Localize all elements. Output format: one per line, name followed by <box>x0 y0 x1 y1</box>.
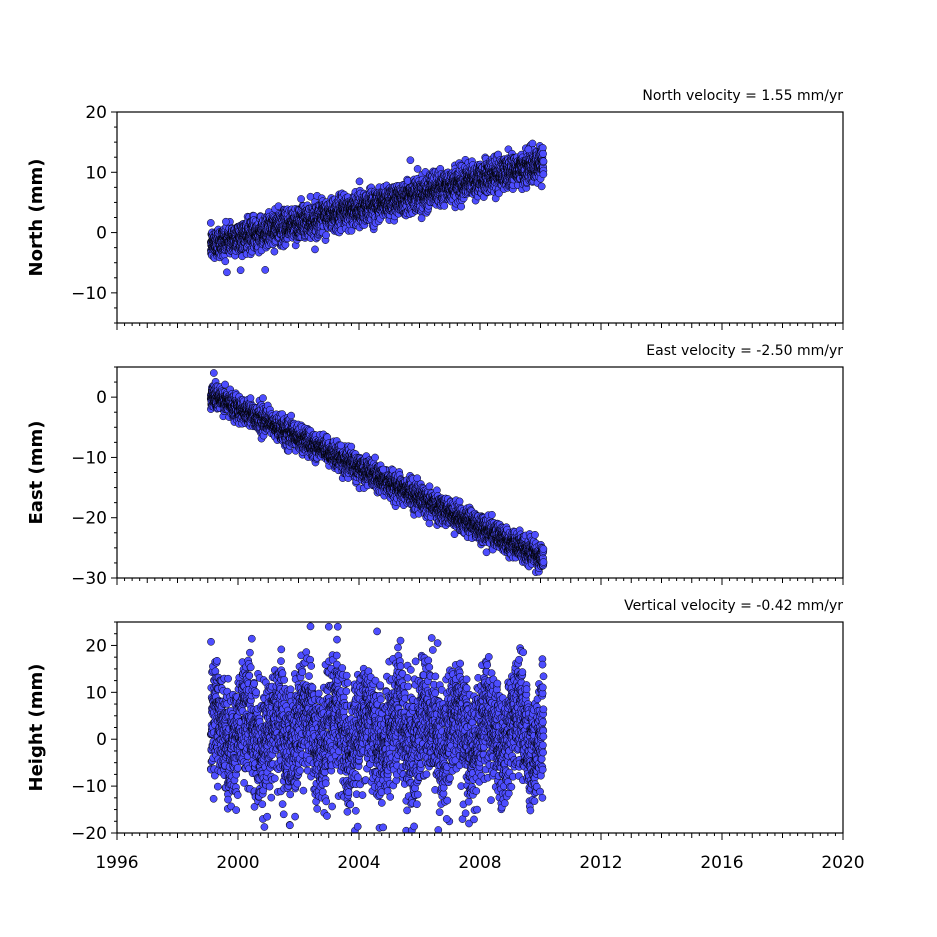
data-point <box>223 268 231 277</box>
data-point <box>311 245 319 254</box>
y-tick-label: −10 <box>71 284 107 304</box>
data-point <box>440 202 449 210</box>
data-point <box>539 157 548 166</box>
data-point <box>539 170 548 179</box>
data-point <box>259 394 267 402</box>
data-point <box>539 149 547 158</box>
data-point <box>537 182 546 191</box>
data-point <box>322 231 330 240</box>
data-point <box>222 217 230 226</box>
data-point <box>413 165 422 173</box>
y-tick-label: 0 <box>96 224 107 244</box>
data-point <box>406 156 415 165</box>
y-tick-label: 10 <box>85 163 107 183</box>
y-tick-label: 20 <box>85 103 107 123</box>
data-point <box>261 266 270 274</box>
data-point <box>206 219 215 227</box>
data-point <box>270 247 279 256</box>
north-ylabel: North (mm) <box>26 159 47 277</box>
data-point <box>524 145 533 154</box>
north-velocity-label: North velocity = 1.55 mm/yr <box>642 88 843 104</box>
data-point <box>246 394 255 402</box>
data-point <box>236 266 245 275</box>
data-point <box>221 257 230 266</box>
data-point <box>297 195 305 203</box>
data-point <box>355 177 364 186</box>
east-points <box>206 369 548 577</box>
north-points <box>206 139 548 277</box>
panel-north: −10 0 10 20 North (mm) North velocity = 1.55 … <box>26 88 844 330</box>
north-axes-frame <box>116 111 844 324</box>
data-point <box>457 202 466 211</box>
